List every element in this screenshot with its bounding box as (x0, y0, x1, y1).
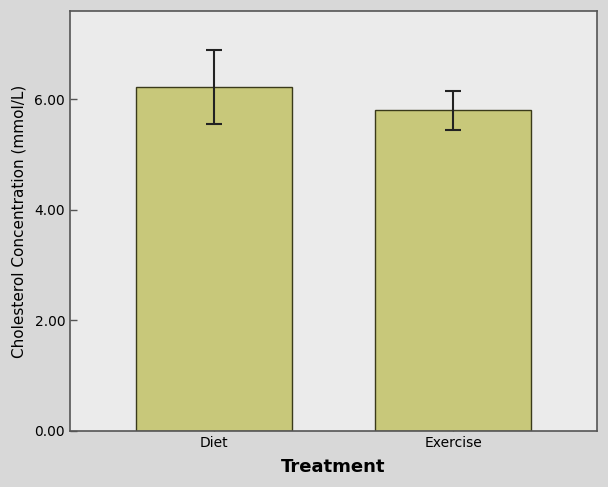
Bar (136, 87, 292, 431)
Bar (375, 111, 531, 431)
X-axis label: Treatment: Treatment (282, 458, 385, 476)
Y-axis label: Cholesterol Concentration (mmol/L): Cholesterol Concentration (mmol/L) (11, 84, 26, 357)
